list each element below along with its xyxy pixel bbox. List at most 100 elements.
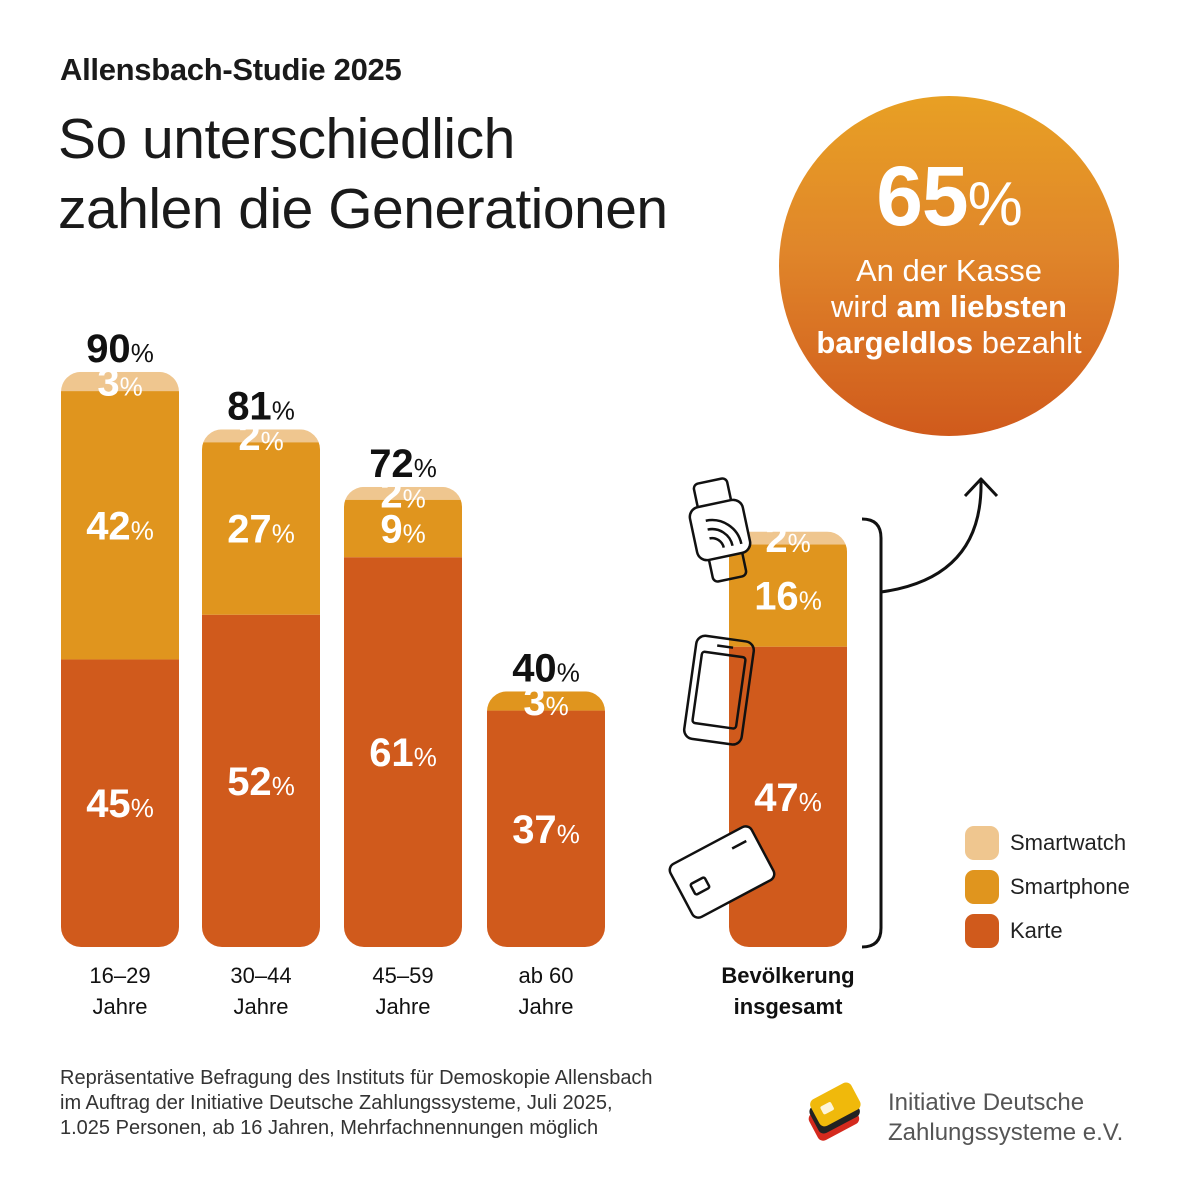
data-label-unit: % [403,518,426,548]
total-value: 40 [512,646,557,690]
total-label-3: 40% [512,646,580,690]
data-label-value: 47 [754,776,799,820]
watch-waves [705,518,743,548]
total-bracket [861,517,883,949]
bar-segment-smartphone-1 [202,442,320,615]
page-title: So unterschiedlich zahlen die Generation… [58,104,668,244]
legend-swatch-smartphone [965,870,999,904]
category-label-1-1: Jahre [233,994,288,1019]
source-line-2: im Auftrag der Initiative Deutsche Zahlu… [60,1092,613,1114]
data-label-value: 2 [380,472,402,516]
org-name-line-2: Zahlungssysteme e.V. [888,1119,1124,1146]
category-label-0-1: Jahre [92,994,147,1019]
highlight-text-2b: am liebsten [896,289,1067,324]
category-label-0-0: 16–29 [89,963,150,988]
highlight-unit: % [967,170,1023,239]
org-name-line-1: Initiative Deutsche [888,1089,1085,1116]
legend-label-karte: Karte [1010,918,1063,943]
data-label-unit: % [261,426,284,456]
legend-label-smartwatch: Smartwatch [1010,830,1127,855]
highlight-value: 65% [779,148,1119,253]
category-label-4-0: Bevölkerung [721,963,854,988]
data-label-value: 42 [86,504,131,548]
bar-segment-karte-1 [202,614,320,947]
data-label-value: 52 [227,760,272,804]
category-label-4-1: insgesamt [734,994,843,1019]
data-label-unit: % [799,586,822,616]
data-label-unit: % [403,483,426,513]
bar-segment-karte-0 [61,659,179,947]
data-label-smartphone-2: 9% [380,507,425,551]
total-value: 90 [86,327,131,371]
category-label-2-1: Jahre [375,994,430,1019]
data-label-unit: % [131,515,154,545]
source-line-3: 1.025 Personen, ab 16 Jahren, Mehrfachne… [60,1117,599,1139]
bar-segment-karte-3 [487,710,605,947]
data-label-smartwatch-0: 3% [97,360,142,404]
phone-body [682,634,756,746]
data-label-smartphone-4: 16% [754,575,822,619]
highlight-number: 65 [876,149,968,243]
legend-swatch-karte [965,914,999,948]
total-value: 72 [369,442,414,486]
smartphone-icon [682,634,756,746]
data-label-smartwatch-2: 2% [380,472,425,516]
bar-segment-smartphone-0 [61,391,179,660]
data-label-karte-3: 37% [512,808,580,852]
source-note: Repräsentative Befragung des Instituts f… [60,1066,653,1141]
data-label-smartwatch-4: 2% [765,517,810,561]
data-label-unit: % [120,371,143,401]
card-icon [668,825,776,919]
total-value: 81 [227,384,272,428]
category-label-1-0: 30–44 [230,963,291,988]
data-label-unit: % [131,793,154,823]
highlight-text-3: bargeldlos bezahlt [779,325,1119,361]
data-label-value: 16 [754,575,799,619]
total-unit: % [131,338,154,368]
highlight-text-1: An der Kasse [855,253,1043,288]
data-label-karte-2: 61% [369,731,437,775]
bar-segment-karte-4 [729,646,847,947]
data-label-value: 9 [380,507,402,551]
data-label-karte-4: 47% [754,776,822,820]
highlight-text-2a: wird [830,289,897,324]
bar-segment-smartwatch-1 [202,429,320,443]
total-label-2: 72% [369,442,437,486]
title-line-1: So unterschiedlich [58,107,515,171]
data-label-unit: % [414,742,437,772]
card-line [731,839,747,850]
data-label-unit: % [546,691,569,721]
data-label-value: 61 [369,731,414,775]
bar-segment-smartwatch-0 [61,371,179,392]
data-label-unit: % [272,771,295,801]
phone-speaker [717,644,734,649]
smartwatch-icon [688,477,752,583]
bar-group-0 [61,371,179,947]
total-label-0: 90% [86,327,154,371]
data-label-value: 37 [512,808,557,852]
bar-segment-karte-2 [344,557,462,947]
title-line-2: zahlen die Generationen [58,177,668,241]
data-label-smartphone-1: 27% [227,507,295,551]
arrow-line [880,480,983,594]
highlight-circle: 65% An der Kasse wird am liebsten bargel… [779,96,1119,436]
bar-segment-smartphone-4 [729,544,847,647]
bar-segment-smartphone-2 [344,499,462,558]
total-unit: % [557,657,580,687]
legend-label-smartphone: Smartphone [1010,874,1130,899]
data-label-value: 3 [97,360,119,404]
bar-group-3 [487,691,605,947]
org-name: Initiative Deutsche Zahlungssysteme e.V. [888,1088,1123,1148]
category-label-2-0: 45–59 [372,963,433,988]
bar-group-2 [344,486,462,947]
total-label-1: 81% [227,384,295,428]
data-label-value: 27 [227,507,272,551]
bar-segment-smartwatch-4 [729,531,847,545]
data-label-unit: % [272,518,295,548]
phone-screen [691,650,747,730]
data-label-unit: % [557,819,580,849]
source-line-1: Repräsentative Befragung des Instituts f… [60,1067,653,1089]
highlight-text-2: wird am liebsten [779,289,1119,325]
org-logo-icon [808,1082,861,1141]
data-label-value: 3 [523,680,545,724]
